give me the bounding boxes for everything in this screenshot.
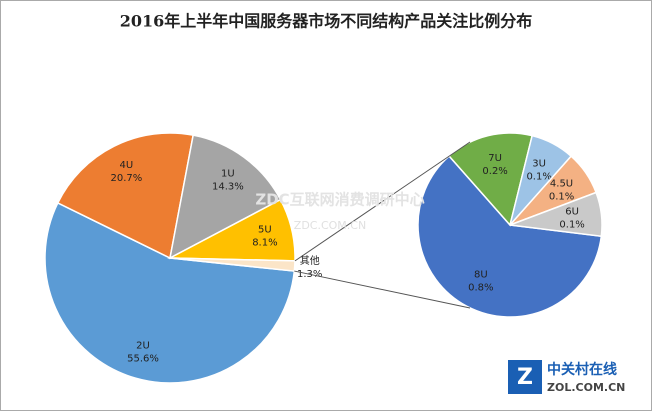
pie-slice	[417, 154, 603, 318]
pie-slice	[168, 134, 282, 260]
slice-category: 4.5U	[550, 179, 573, 190]
slice-category: 1U	[221, 169, 235, 180]
slice-value: 0.2%	[482, 166, 507, 177]
pie-slice	[509, 191, 603, 238]
pie-slice	[44, 201, 296, 384]
slice-value: 8.1%	[252, 238, 277, 249]
logo-text: 中关村在线	[547, 361, 617, 378]
pie-slice	[448, 132, 534, 227]
slice-category: 3U	[532, 159, 546, 170]
pie-slice	[169, 257, 296, 272]
pie-slice	[56, 132, 195, 260]
slice-value: 0.1%	[549, 192, 574, 203]
slice-category: 6U	[565, 207, 579, 218]
logo-icon	[508, 360, 542, 394]
slice-value: 55.6%	[127, 354, 159, 365]
slice-category: 2U	[136, 341, 150, 352]
connector	[294, 141, 471, 262]
slice-value: 0.1%	[526, 172, 551, 183]
slice-value: 14.3%	[212, 182, 244, 193]
logo-url: ZOL.COM.CN	[547, 381, 625, 394]
connector	[294, 270, 471, 309]
watermark: ZDC互联网消费调研中心	[255, 191, 424, 209]
slice-category: 5U	[258, 225, 272, 236]
slice-value: 20.7%	[110, 173, 142, 184]
watermark-url: ZDC.COM.CN	[294, 219, 366, 232]
slice-value: 0.1%	[559, 220, 584, 231]
slice-value: 0.8%	[468, 282, 493, 293]
slice-category: 8U	[474, 269, 488, 280]
chart-title: 2016年上半年中国服务器市场不同结构产品关注比例分布	[120, 12, 533, 31]
slice-category: 7U	[488, 153, 502, 164]
slice-category: 其他	[300, 254, 320, 267]
logo-mark: Z	[517, 365, 533, 390]
pies: 2U55.6%4U20.7%1U14.3%5U8.1%其他1.3%8U0.8%7…	[44, 132, 603, 384]
slice-category: 4U	[120, 160, 134, 171]
